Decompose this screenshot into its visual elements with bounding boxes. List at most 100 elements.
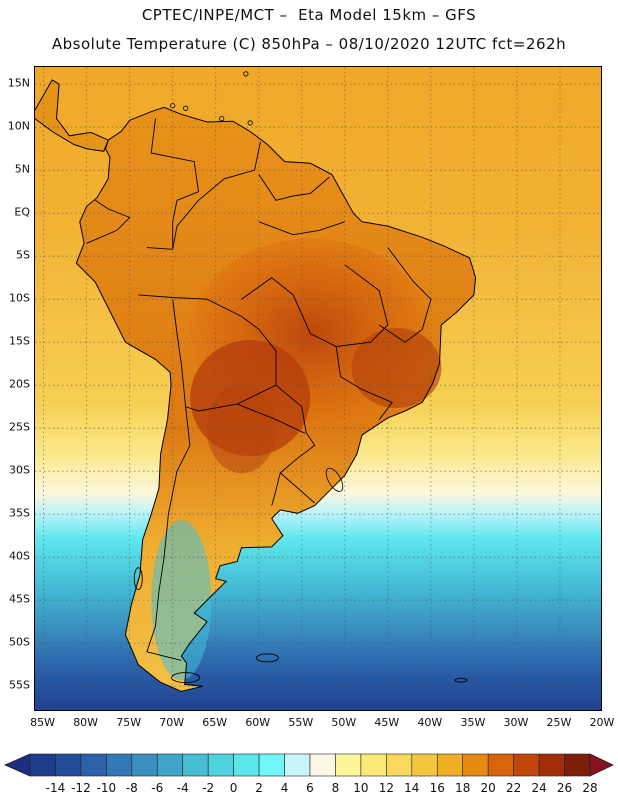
colorbar-tick-label: 8 (331, 781, 340, 795)
colorbar-tick-label: 28 (582, 781, 598, 795)
colorbar-swatch (55, 753, 82, 777)
lon-label: 60W (245, 716, 271, 729)
lon-label: 35W (460, 716, 486, 729)
graticule (35, 67, 601, 710)
hot-core-southeast-brazil (351, 328, 442, 408)
caribbean-island (243, 71, 249, 77)
title-line-1: CPTEC/INPE/MCT – Eta Model 15km – GFS (141, 6, 477, 24)
lon-label: 80W (73, 716, 99, 729)
political-border (150, 118, 199, 248)
political-border (241, 277, 311, 334)
lat-label: 30S (9, 463, 30, 477)
colorbar-swatch (106, 753, 133, 777)
colorbar-swatch (233, 753, 260, 777)
lat-label: 5N (14, 162, 30, 176)
colorbar-tick-label: 26 (556, 781, 573, 795)
political-border (86, 199, 131, 244)
lon-label: 20W (589, 716, 615, 729)
colorbar-swatch (436, 753, 464, 777)
colorbar-swatch (131, 753, 158, 777)
lagoa-dos-patos (325, 467, 344, 492)
political-border (258, 174, 330, 201)
lon-label: 50W (331, 716, 357, 729)
coastlines (35, 71, 477, 692)
map-frame (34, 66, 602, 711)
colorbar-tick-label: 18 (455, 781, 471, 795)
chiloe-island (133, 567, 143, 591)
central-america-coastline (35, 79, 109, 152)
hot-core-north-argentina (206, 383, 277, 474)
political-border (335, 346, 393, 420)
political-border (271, 472, 281, 506)
colorbar-under-arrow (4, 753, 31, 777)
caribbean-island (219, 115, 225, 122)
lat-label: 15S (9, 334, 30, 348)
lon-label: 55W (288, 716, 314, 729)
colorbar-swatch (156, 753, 184, 777)
lat-label: 10S (9, 291, 30, 305)
title-line-2: Absolute Temperature (C) 850hPa – 08/10/… (51, 35, 567, 53)
caribbean-island (247, 120, 253, 126)
colorbar-swatch (335, 753, 362, 777)
colorbar-swatch (360, 753, 387, 777)
colorbar-tick-label: 14 (404, 781, 420, 795)
political-border (146, 406, 191, 661)
lon-label: 65W (202, 716, 228, 729)
colorbar-tick-label: 2 (255, 781, 263, 795)
colorbar-tick-label: 0 (229, 781, 238, 795)
colorbar-tick-label: 4 (280, 781, 289, 795)
cold-patagonia (151, 520, 212, 681)
lat-label: 45S (9, 592, 30, 606)
colorbar-tick-label: -6 (151, 781, 164, 795)
colorbar-swatch (29, 753, 56, 777)
colorbar-swatch (462, 753, 489, 777)
colorbar-tick-label: -10 (96, 781, 117, 795)
colorbar-tick-label: -14 (45, 781, 66, 795)
lat-label: 5S (16, 248, 30, 262)
colorbar-swatch (80, 753, 107, 777)
lat-label: 10N (7, 119, 30, 133)
colorbar-swatch (513, 753, 540, 777)
political-border (258, 221, 345, 236)
colorbar-tick-label: -2 (202, 781, 215, 795)
lat-label: EQ (14, 205, 30, 219)
colorbar-tick-label: -8 (125, 781, 138, 795)
colorbar-tick-label: 24 (531, 781, 547, 795)
colorbar-swatch (538, 753, 565, 777)
caribbean-island (170, 103, 176, 109)
lon-label: 85W (30, 716, 56, 729)
colorbar-tick-label: 20 (480, 781, 496, 795)
lat-label: 55S (9, 678, 30, 692)
political-border (237, 403, 306, 434)
political-border (378, 247, 432, 343)
colorbar-tick-label: 12 (378, 781, 394, 795)
colorbar-swatch (386, 753, 413, 777)
lon-label: 40W (417, 716, 443, 729)
tierra-del-fuego (171, 672, 201, 684)
political-border (146, 141, 261, 250)
colorbar-swatch (564, 753, 591, 777)
colorbar-tick-label: 6 (306, 781, 314, 795)
central-america-fill (35, 79, 109, 152)
colorbar-tick-label: -12 (71, 781, 91, 795)
colorbar-swatch (487, 753, 514, 777)
lon-label: 25W (546, 716, 572, 729)
colorbar-swatch (207, 753, 234, 777)
lat-label: 50S (9, 635, 30, 649)
temperature-map (35, 67, 601, 710)
falkland-islands (255, 653, 279, 663)
colorbar-swatch (284, 753, 311, 777)
south-america-coastline (75, 106, 477, 692)
lon-label: 30W (503, 716, 529, 729)
colorbar-over-arrow (589, 753, 614, 777)
lon-label: 45W (374, 716, 400, 729)
caribbean-island (183, 105, 189, 111)
colorbar-tick-label: -4 (176, 781, 189, 795)
political-border (310, 264, 389, 347)
lon-label: 75W (116, 716, 142, 729)
lat-label: 40S (9, 549, 30, 563)
lon-label: 70W (159, 716, 185, 729)
south-georgia (454, 677, 468, 683)
lat-label: 25S (9, 420, 30, 434)
colorbar-tick-label: 22 (505, 781, 522, 795)
